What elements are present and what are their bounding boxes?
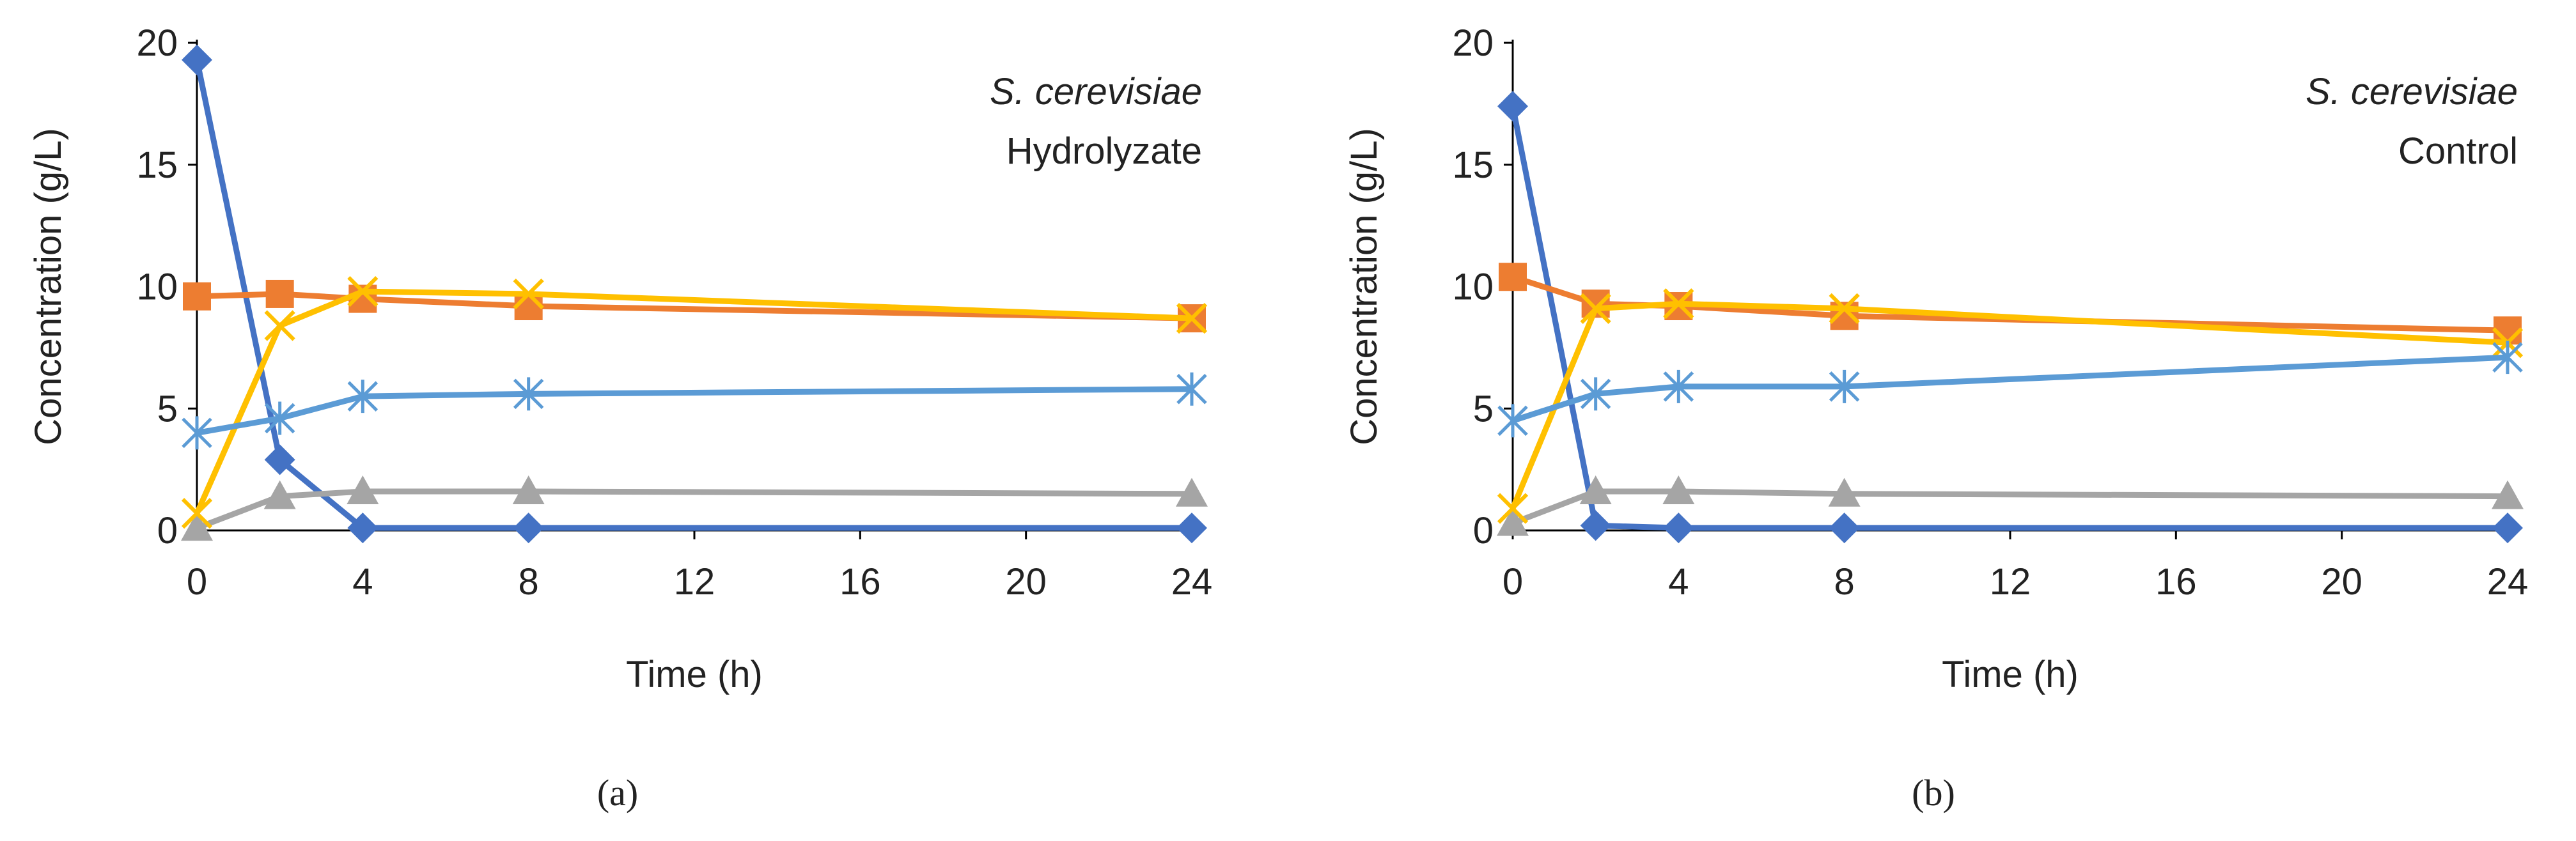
series-lightblue-star — [182, 372, 1207, 450]
series-gray-triangle-point — [2492, 480, 2524, 509]
series-yellow-x-point — [181, 498, 213, 529]
series-yellow-x — [181, 276, 1208, 529]
series-gray-triangle-point — [181, 512, 213, 541]
x-tick-label: 12 — [1990, 561, 2031, 603]
y-tick-label: 20 — [1452, 22, 1494, 64]
series-lightblue-star-line — [196, 386, 1192, 436]
y-tick-label: 15 — [1452, 144, 1494, 186]
y-axis-title: Concentration (g/L) — [1343, 128, 1385, 445]
y-tick-label: 0 — [157, 510, 178, 552]
series-blue-diamond-point — [1829, 513, 1860, 544]
series-blue-diamond-point — [264, 444, 295, 475]
y-tick-label: 10 — [1452, 266, 1494, 308]
series-blue-diamond-point — [347, 513, 379, 544]
series-lightblue-star-point — [182, 416, 212, 450]
series-blue-diamond-point — [2492, 513, 2523, 544]
y-tick-label: 20 — [136, 22, 178, 64]
series-gray-triangle-point — [512, 475, 545, 504]
series-yellow-x-point — [347, 276, 379, 307]
y-tick-label: 0 — [1473, 510, 1494, 552]
chart-panel-a: 0 5 10 15 20 0 4 8 12 16 20 24 Time (h) Concentration… — [27, 22, 1212, 814]
series-lightblue-star-point — [347, 380, 379, 413]
series-yellow-x-point — [1580, 293, 1611, 324]
x-tick-label: 0 — [187, 561, 207, 603]
y-tick-label: 5 — [157, 388, 178, 429]
series-lightblue-star-line — [1511, 354, 2508, 424]
series-orange-square-point — [183, 282, 211, 311]
series-blue-diamond-point — [1497, 91, 1528, 122]
series-yellow-x-line — [1510, 300, 2508, 510]
y-tick-label: 15 — [136, 144, 178, 186]
series-lightblue-star — [1497, 341, 2523, 438]
series-yellow-x-point — [1497, 493, 1529, 524]
series-yellow-x-point — [513, 278, 544, 310]
y-tick-label: 10 — [136, 266, 178, 308]
series-gray-triangle-point — [347, 475, 379, 504]
series-lightblue-star-point — [1497, 404, 1528, 438]
series-lightblue-star-point — [264, 401, 295, 435]
series-blue-diamond-point — [513, 513, 544, 544]
series-blue-diamond-point — [1663, 513, 1694, 544]
series-orange-square-point — [265, 279, 294, 308]
x-tick-label: 20 — [2321, 561, 2362, 603]
series-blue-diamond — [182, 44, 1207, 544]
series-gray-triangle-point — [263, 480, 296, 509]
x-tick-label: 20 — [1005, 561, 1047, 603]
x-tick-label: 4 — [1668, 561, 1689, 603]
series-gray-triangle — [1497, 475, 2524, 536]
series-gray-triangle-point — [1497, 507, 1529, 536]
series-yellow-x-point — [1829, 293, 1860, 324]
series-lightblue-star-point — [1663, 369, 1694, 403]
x-tick-label: 24 — [2487, 561, 2529, 603]
series-gray-triangle-line — [196, 488, 1192, 531]
annotation-species: S. cerevisiae — [2306, 71, 2518, 112]
x-tick-label: 16 — [839, 561, 881, 603]
series-gray-triangle-line — [1511, 488, 2508, 526]
panel-label: (a) — [597, 772, 638, 814]
x-tick-label: 12 — [674, 561, 715, 603]
series-lightblue-star-point — [1176, 372, 1207, 406]
series-lightblue-star-point — [513, 377, 544, 411]
series-yellow-x-point — [1663, 288, 1694, 320]
x-axis-title: Time (h) — [626, 654, 763, 695]
series-blue-diamond-point — [1176, 513, 1207, 544]
series-lightblue-star-point — [1580, 377, 1611, 411]
series-gray-triangle-point — [1828, 477, 1861, 507]
series-gray-triangle — [181, 475, 1208, 541]
x-tick-label: 24 — [1171, 561, 1213, 603]
x-tick-label: 0 — [1503, 561, 1523, 603]
series-yellow-x — [1497, 288, 2524, 524]
series-lightblue-star-point — [2492, 341, 2523, 374]
x-tick-label: 8 — [1834, 561, 1855, 603]
series-blue-diamond-point — [1580, 510, 1611, 541]
series-yellow-x-point — [264, 310, 295, 341]
series-orange-square — [183, 279, 1206, 333]
annotation-condition: Control — [2398, 130, 2518, 172]
annotation-condition: Hydrolyzate — [1006, 130, 1202, 172]
x-tick-label: 16 — [2155, 561, 2197, 603]
y-axis-title: Concentration (g/L) — [27, 128, 69, 445]
y-tick-label: 5 — [1473, 388, 1494, 429]
series-blue-diamond-point — [182, 44, 212, 75]
series-yellow-x-point — [1176, 302, 1208, 334]
chart-panel-b: 0 5 10 15 20 0 4 8 12 16 20 24 Time (h) Concentration… — [1343, 22, 2528, 814]
annotation-species: S. cerevisiae — [990, 71, 1202, 112]
x-tick-label: 8 — [519, 561, 539, 603]
series-gray-triangle-point — [1176, 477, 1208, 507]
x-axis-title: Time (h) — [1942, 654, 2079, 695]
series-blue-diamond — [1497, 91, 2523, 544]
series-gray-triangle-point — [1579, 475, 1612, 504]
series-gray-triangle-point — [1662, 475, 1695, 504]
panel-label: (b) — [1912, 772, 1955, 814]
series-orange-square-point — [1499, 263, 1527, 291]
x-tick-label: 4 — [352, 561, 373, 603]
series-lightblue-star-point — [1829, 369, 1860, 403]
